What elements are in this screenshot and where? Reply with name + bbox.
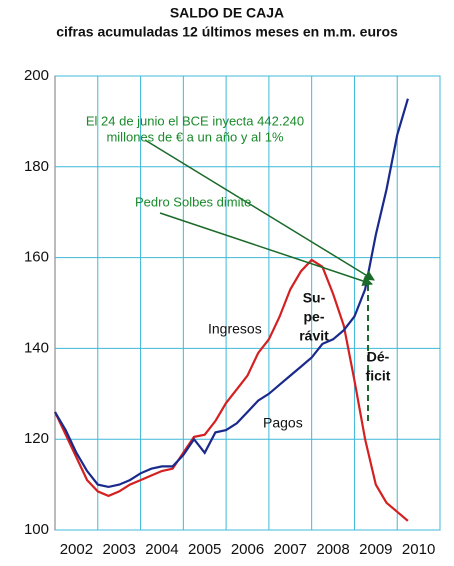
x-tick-label: 2006 [231, 541, 264, 558]
series-line [54, 98, 409, 489]
annotation: El 24 de junio el BCE inyecta 442.240 [86, 113, 304, 128]
series-line [54, 258, 409, 522]
y-tick-label: 180 [24, 158, 49, 175]
arrow [159, 212, 373, 286]
y-tick-label: 100 [24, 521, 49, 538]
x-tick-label: 2007 [274, 541, 307, 558]
y-tick-label: 160 [24, 249, 49, 266]
chart-subtitle: cifras acumuladas 12 últimos meses en m.… [56, 24, 398, 40]
series-label: Ingresos [208, 321, 262, 337]
x-tick-label: 2010 [402, 541, 435, 558]
annotation: millones de € a un año y al 1% [106, 129, 283, 144]
x-tick-label: 2004 [145, 541, 178, 558]
chart-title: SALDO DE CAJA [170, 5, 284, 21]
y-tick-label: 140 [24, 339, 49, 356]
annotation: Dé- [367, 349, 390, 365]
x-tick-label: 2008 [316, 541, 349, 558]
x-tick-label: 2009 [359, 541, 392, 558]
x-tick-label: 2003 [102, 541, 135, 558]
series-label: Pagos [263, 415, 303, 431]
y-tick-label: 200 [24, 67, 49, 84]
annotation: rávit [299, 328, 329, 344]
y-tick-label: 120 [24, 430, 49, 447]
arrow [144, 139, 375, 281]
annotation: Pedro Solbes dimite [135, 194, 251, 209]
annotation: Su- [303, 290, 326, 306]
x-tick-label: 2005 [188, 541, 221, 558]
x-tick-label: 2002 [60, 541, 93, 558]
plot-area [54, 75, 441, 531]
annotation: pe- [304, 309, 325, 325]
annotation: ficit [366, 368, 391, 384]
